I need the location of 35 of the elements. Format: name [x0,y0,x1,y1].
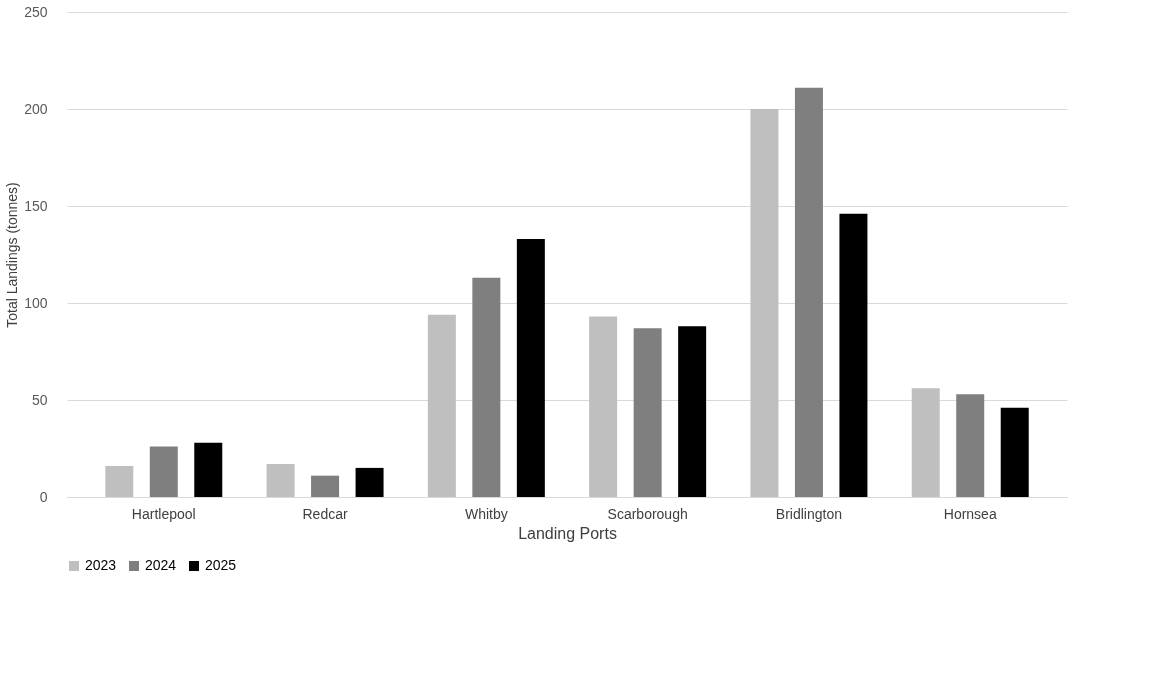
bar [956,394,985,497]
legend-label: 2025 [205,557,237,573]
y-tick-label: 0 [39,488,48,505]
x-tick-label: Hartlepool [131,505,196,522]
bar [472,277,501,497]
y-tick-label: 200 [24,100,48,117]
legend-label: 2024 [145,557,177,573]
y-tick-label: 250 [24,3,48,20]
bar [355,467,384,497]
bar [266,464,295,497]
bar [311,475,340,497]
bar [516,238,545,497]
bar [678,326,707,497]
bar [750,109,779,497]
bar [911,388,940,497]
bar [105,465,134,497]
bar [633,328,662,497]
bar [794,87,823,497]
x-tick-label: Scarborough [607,505,688,522]
y-tick-label: 50 [31,391,48,408]
bar [427,314,456,497]
bar [149,446,178,497]
y-tick-label: 150 [24,197,48,214]
bar [1000,407,1029,497]
bar [589,316,618,497]
x-axis-title: Landing Ports [518,524,617,542]
y-tick-label: 100 [24,294,48,311]
bar [194,442,223,497]
legend-label: 2023 [85,557,117,573]
y-axis-title: Total Landings (tonnes) [4,182,21,328]
x-tick-label: Hornsea [943,505,997,522]
x-tick-label: Bridlington [775,505,843,522]
x-tick-label: Redcar [302,505,348,522]
x-tick-label: Whitby [464,505,508,522]
bar [839,213,868,497]
